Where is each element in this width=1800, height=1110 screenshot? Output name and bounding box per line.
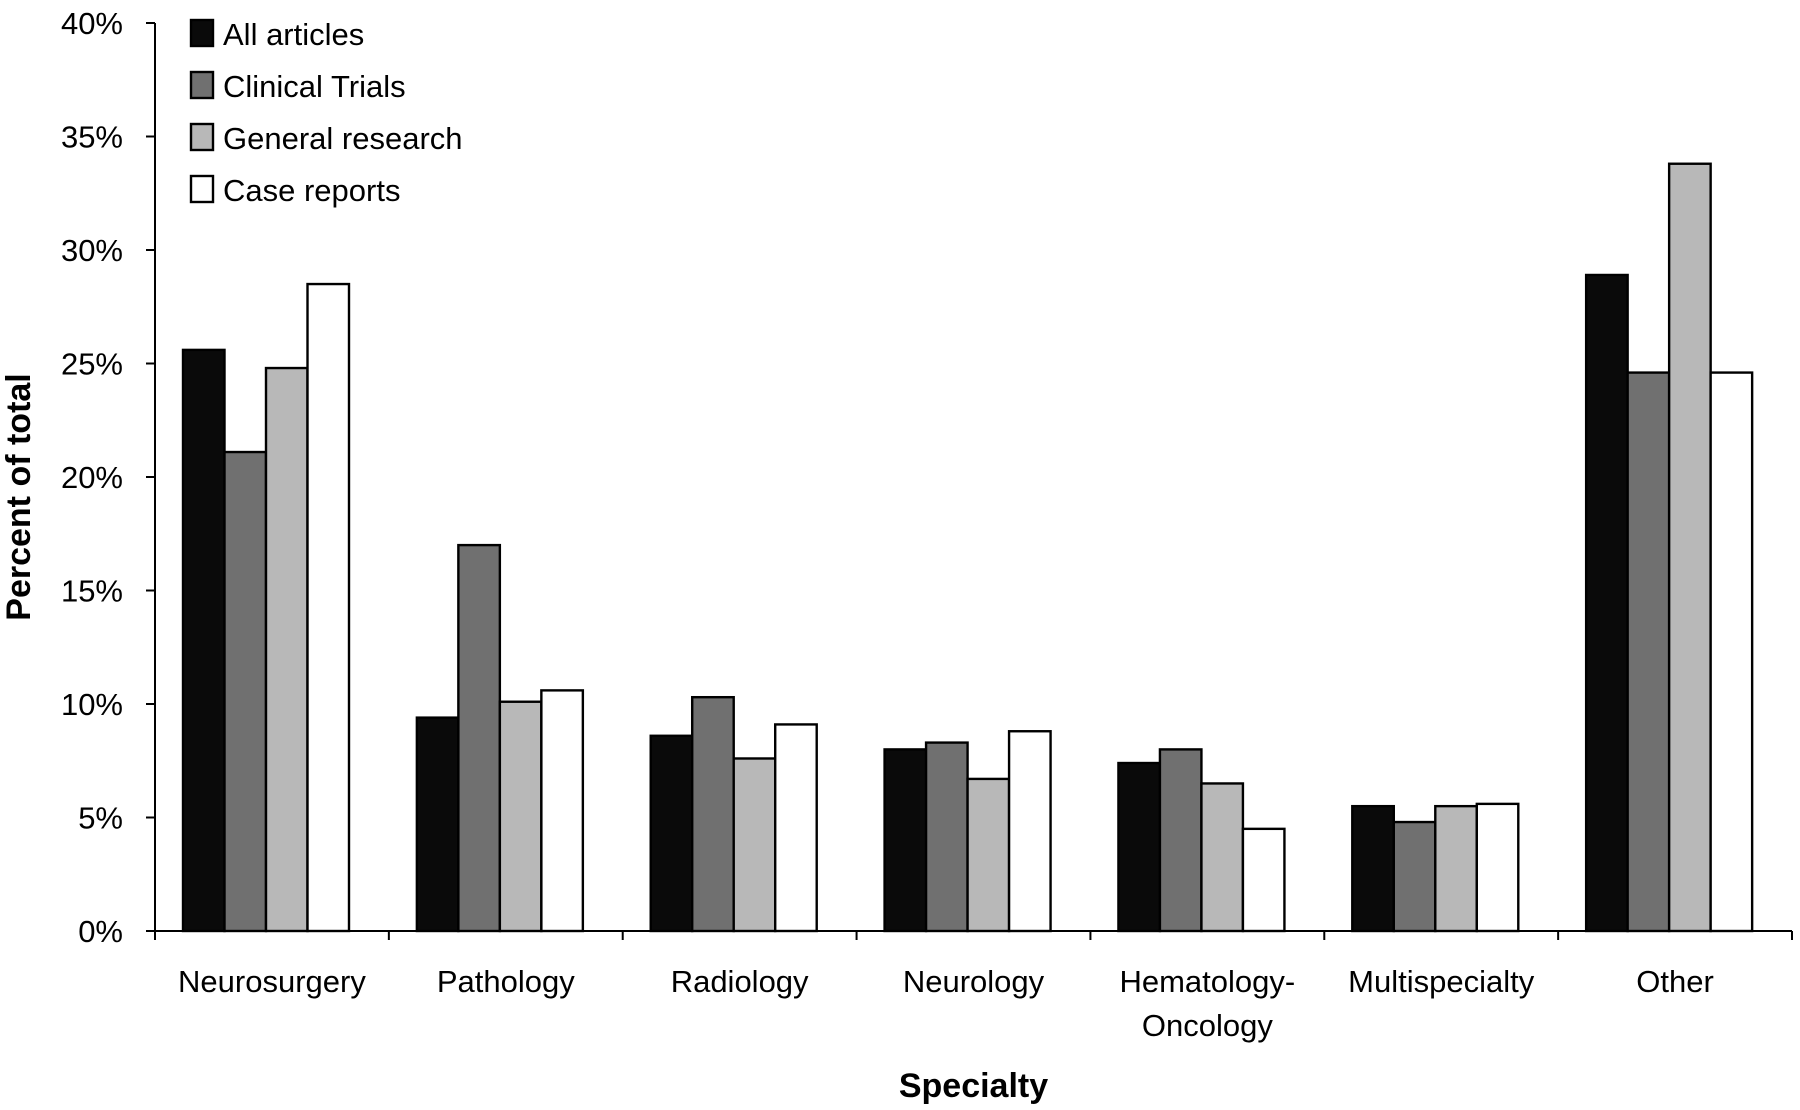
bar-multispecialty-general-research <box>1434 804 1478 933</box>
bar-neurology-case-reports <box>1007 730 1052 933</box>
legend-label-general-research: General research <box>223 121 463 156</box>
bar-neurosurgery-all-articles <box>181 348 226 933</box>
x-tick-label: Radiology <box>671 964 809 999</box>
legend-swatch-general-research <box>189 122 215 152</box>
legend-swatch-clinical-trials <box>189 70 215 100</box>
x-tick-label: Other <box>1636 964 1714 999</box>
y-tick-label: 0% <box>78 914 123 949</box>
bar-neurosurgery-case-reports <box>306 282 351 933</box>
legend-label-all-articles: All articles <box>223 17 364 52</box>
y-ticks-group: 0% 5% 10% 15% 20% 25% 30% 35% 40% <box>61 6 155 949</box>
bar-pathology-general-research <box>498 700 543 933</box>
bar-other-general-research <box>1667 162 1712 933</box>
x-tick-label-line: Other <box>1636 964 1714 999</box>
x-tick-label: Pathology <box>437 964 575 999</box>
x-tick-label-line: Multispecialty <box>1348 964 1535 999</box>
bar-hematology-oncology-general-research <box>1200 782 1245 933</box>
bar-other-case-reports <box>1709 371 1754 933</box>
x-tick-label: Neurology <box>903 964 1045 999</box>
bar-hematology-oncology-case-reports <box>1241 827 1286 933</box>
bar-multispecialty-all-articles <box>1351 804 1395 933</box>
legend: All articles Clinical Trials General resea… <box>189 17 463 208</box>
x-tick-label: Multispecialty <box>1348 964 1535 999</box>
y-tick-label: 40% <box>61 6 123 41</box>
x-axis-title: Specialty <box>899 1067 1048 1105</box>
x-ticks-group: Neurosurgery Pathology Radiology Neurology H… <box>154 931 1793 1043</box>
y-tick-label: 20% <box>61 460 123 495</box>
bar-neurology-general-research <box>966 777 1011 933</box>
y-tick-label: 30% <box>61 233 123 268</box>
bar-neurosurgery-clinical-trials <box>223 450 268 933</box>
bar-radiology-general-research <box>732 757 777 933</box>
y-tick-label: 35% <box>61 120 123 155</box>
x-tick-label-line: Neurology <box>903 964 1045 999</box>
bar-radiology-clinical-trials <box>691 695 735 933</box>
legend-swatch-all-articles <box>189 18 215 48</box>
y-tick-label: 25% <box>61 347 123 382</box>
bars-group <box>181 162 1754 933</box>
x-tick-label-line: Oncology <box>1142 1008 1273 1043</box>
y-tick-label: 5% <box>78 801 123 836</box>
bar-other-clinical-trials <box>1626 371 1671 933</box>
legend-label-clinical-trials: Clinical Trials <box>223 69 406 104</box>
bar-hematology-oncology-all-articles <box>1117 761 1162 933</box>
x-tick-label: Neurosurgery <box>178 964 366 999</box>
bar-hematology-oncology-clinical-trials <box>1158 748 1203 933</box>
bar-neurosurgery-general-research <box>264 366 309 933</box>
x-tick-label-line: Pathology <box>437 964 575 999</box>
bar-pathology-clinical-trials <box>457 543 502 933</box>
x-tick-label: Hematology- Oncology <box>1119 964 1295 1043</box>
bar-pathology-case-reports <box>540 689 585 933</box>
bar-radiology-case-reports <box>774 723 818 933</box>
x-tick-label-line: Radiology <box>671 964 809 999</box>
bar-pathology-all-articles <box>415 716 460 933</box>
x-tick-label-line: Neurosurgery <box>178 964 366 999</box>
bar-neurology-all-articles <box>883 748 928 933</box>
bar-multispecialty-clinical-trials <box>1392 820 1437 933</box>
bar-multispecialty-case-reports <box>1475 802 1520 933</box>
y-axis-title: Percent of total <box>0 373 38 620</box>
legend-label-case-reports: Case reports <box>223 173 400 208</box>
bar-other-all-articles <box>1584 273 1629 933</box>
legend-swatch-case-reports <box>189 174 215 204</box>
bar-neurology-clinical-trials <box>924 741 969 933</box>
x-tick-label-line: Hematology- <box>1119 964 1295 999</box>
bar-radiology-all-articles <box>649 734 694 933</box>
y-tick-label: 15% <box>61 574 123 609</box>
y-tick-label: 10% <box>61 687 123 722</box>
